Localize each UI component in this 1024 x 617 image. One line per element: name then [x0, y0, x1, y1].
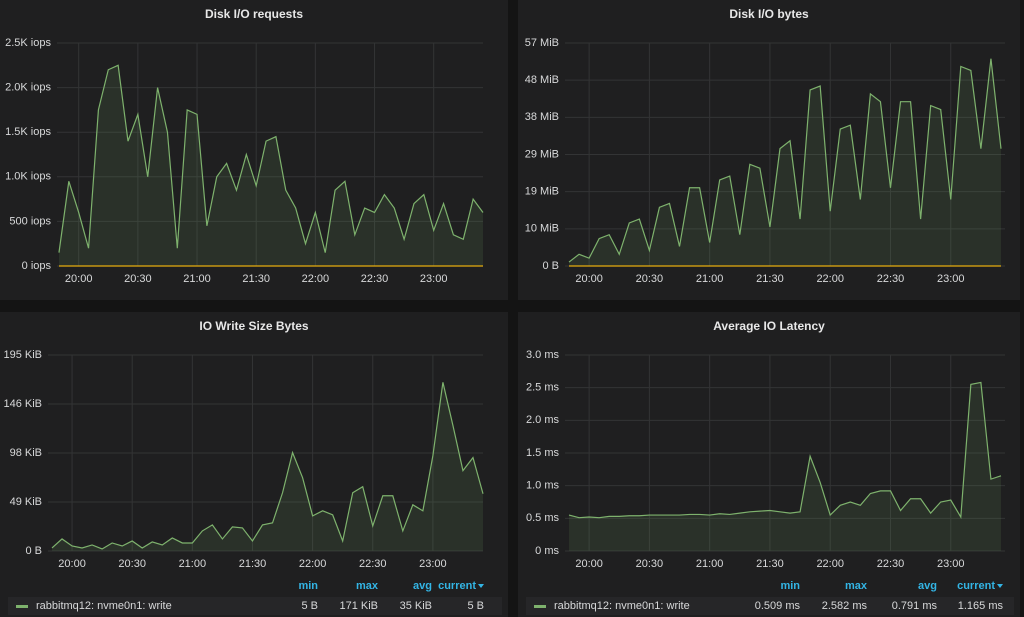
sort-icon: [997, 584, 1003, 588]
panel-title: Disk I/O bytes: [729, 7, 809, 21]
sort-icon: [478, 584, 484, 588]
legend-row: [8, 597, 502, 615]
x-tick-label: 20:30: [636, 273, 664, 285]
y-tick-label: 2.0 ms: [526, 414, 560, 426]
legend-name: rabbitmq12: nvme0n1: write: [554, 600, 690, 612]
y-tick-label: 195 KiB: [3, 349, 42, 361]
y-tick-label: 500 iops: [9, 215, 51, 227]
y-tick-label: 2.5 ms: [526, 382, 560, 394]
series-line: [568, 58, 1002, 263]
x-tick-label: 20:30: [636, 558, 664, 570]
y-tick-label: 3.0 ms: [526, 349, 560, 361]
legend-swatch: [16, 605, 28, 608]
x-tick-label: 22:00: [302, 273, 330, 285]
y-tick-label: 29 MiB: [525, 148, 559, 160]
y-tick-label: 57 MiB: [525, 37, 559, 49]
y-tick-label: 0 B: [542, 260, 559, 272]
x-tick-label: 22:30: [877, 273, 905, 285]
x-tick-label: 22:30: [359, 558, 387, 570]
legend-header: min: [298, 580, 318, 592]
legend-value: 171 KiB: [339, 600, 378, 612]
y-tick-label: 2.0K iops: [5, 82, 51, 94]
legend-header: current: [957, 580, 995, 592]
y-tick-label: 1.0K iops: [5, 171, 51, 183]
series-line: [58, 64, 484, 253]
x-tick-label: 23:00: [937, 558, 965, 570]
legend-value: 5 B: [467, 600, 484, 612]
legend-header: min: [780, 580, 800, 592]
legend-header: avg: [413, 580, 432, 592]
x-tick-label: 23:00: [937, 273, 965, 285]
legend-swatch: [534, 605, 546, 608]
x-tick-label: 22:30: [361, 273, 389, 285]
area-fill: [569, 58, 1001, 266]
x-tick-label: 21:00: [183, 273, 211, 285]
series-line: [568, 381, 1002, 519]
panel: [518, 312, 1020, 617]
legend-value: 2.582 ms: [822, 600, 868, 612]
x-tick-label: 21:30: [242, 273, 270, 285]
y-tick-label: 49 KiB: [10, 496, 42, 508]
y-tick-label: 1.5K iops: [5, 126, 51, 138]
y-tick-label: 2.5K iops: [5, 37, 51, 49]
x-tick-label: 20:30: [118, 558, 146, 570]
series-line: [51, 382, 484, 550]
y-tick-label: 38 MiB: [525, 111, 559, 123]
y-tick-label: 1.5 ms: [526, 447, 560, 459]
x-tick-label: 20:30: [124, 273, 152, 285]
y-tick-label: 1.0 ms: [526, 480, 560, 492]
legend-value: 0.791 ms: [892, 600, 938, 612]
area-fill: [569, 382, 1001, 551]
panel: [0, 312, 508, 617]
legend-row: [526, 597, 1014, 615]
y-tick-label: 0 ms: [535, 545, 559, 557]
y-tick-label: 19 MiB: [525, 186, 559, 198]
x-tick-label: 21:00: [696, 273, 724, 285]
panel-title: IO Write Size Bytes: [199, 319, 308, 333]
legend-header: current: [438, 580, 476, 592]
x-tick-label: 22:30: [877, 558, 905, 570]
legend-value: 1.165 ms: [958, 600, 1004, 612]
legend-header: max: [845, 580, 868, 592]
area-fill: [58, 65, 483, 266]
area-fill: [52, 382, 483, 551]
x-tick-label: 20:00: [65, 273, 93, 285]
y-tick-label: 0 iops: [22, 260, 52, 272]
legend-header: max: [356, 580, 379, 592]
y-tick-label: 0 B: [25, 545, 42, 557]
legend-value: 35 KiB: [400, 600, 432, 612]
legend-header: avg: [918, 580, 937, 592]
panel-title: Disk I/O requests: [205, 7, 303, 21]
x-tick-label: 22:00: [816, 558, 844, 570]
legend-value: 5 B: [301, 600, 318, 612]
x-tick-label: 21:30: [756, 273, 784, 285]
x-tick-label: 21:00: [696, 558, 724, 570]
y-tick-label: 48 MiB: [525, 74, 559, 86]
panel: [518, 0, 1020, 300]
y-tick-label: 98 KiB: [10, 447, 42, 459]
x-tick-label: 20:00: [58, 558, 86, 570]
panel: [0, 0, 508, 300]
x-tick-label: 20:00: [575, 273, 603, 285]
x-tick-label: 22:00: [299, 558, 327, 570]
x-tick-label: 21:30: [756, 558, 784, 570]
y-tick-label: 0.5 ms: [526, 512, 560, 524]
y-tick-label: 146 KiB: [3, 398, 42, 410]
legend-value: 0.509 ms: [755, 600, 801, 612]
panel-title: Average IO Latency: [713, 319, 825, 333]
x-tick-label: 23:00: [420, 273, 448, 285]
x-tick-label: 23:00: [419, 558, 447, 570]
y-tick-label: 10 MiB: [525, 223, 559, 235]
x-tick-label: 20:00: [575, 558, 603, 570]
legend-name: rabbitmq12: nvme0n1: write: [36, 600, 172, 612]
x-tick-label: 22:00: [816, 273, 844, 285]
x-tick-label: 21:30: [239, 558, 267, 570]
x-tick-label: 21:00: [179, 558, 207, 570]
